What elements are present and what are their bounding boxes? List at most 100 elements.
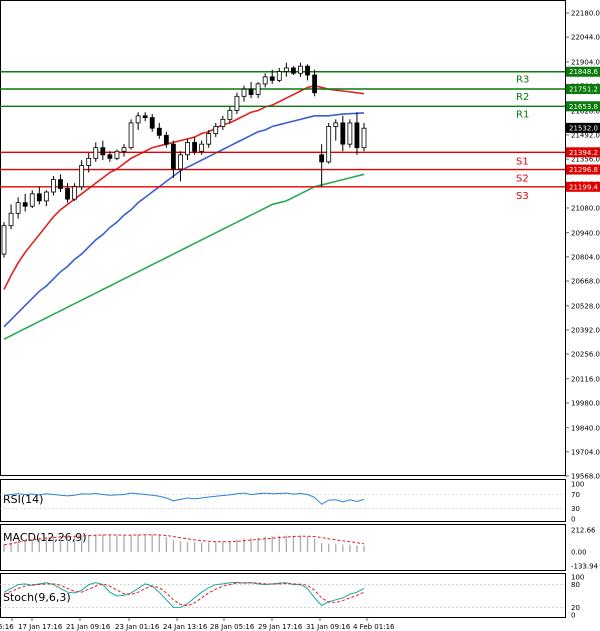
rsi-indicator: RSI(14) 100 70 30 0 (0, 481, 584, 524)
candle-body (283, 67, 289, 72)
candle-body (142, 115, 148, 118)
candle-body (319, 154, 325, 163)
x-axis: 5:16 17 Jan 17:16 21 Jan 09:16 23 Jan 01:16… (0, 617, 395, 631)
candle (100, 140, 106, 161)
candle (241, 85, 247, 102)
last-price-label: 21532.0 (569, 124, 598, 132)
candle (93, 142, 99, 162)
candle (178, 151, 183, 182)
candle-body (171, 143, 176, 170)
level-price-tag (566, 101, 600, 112)
candle (255, 82, 261, 99)
candle-body (8, 212, 14, 227)
candle (340, 115, 346, 152)
macd-pane (0, 524, 566, 571)
candle (333, 119, 339, 141)
level-name-r1: R1 (516, 109, 529, 120)
x-tick-label: 5:16 (0, 623, 14, 631)
level-price-tag (566, 164, 600, 175)
y-tick-label: 21080.0 (571, 204, 600, 212)
y-tick-label: 20804.0 (571, 253, 600, 261)
candle (135, 112, 141, 130)
level-price-label: 21296.8 (569, 166, 598, 174)
last-price-marker: 21532.0 (566, 122, 600, 133)
candle-body (206, 133, 212, 145)
candle-body (135, 115, 141, 124)
candle-body (22, 202, 28, 207)
candle (15, 197, 21, 219)
level-name-s3: S3 (516, 191, 529, 202)
level-price-label: 21199.4 (569, 183, 598, 191)
candle-body (291, 67, 296, 74)
candle-body (29, 193, 35, 207)
candle (171, 140, 176, 178)
indicator-tick-label: -133.94 (571, 563, 599, 571)
candle-body (262, 76, 268, 85)
y-tick-label: 19840.0 (571, 424, 600, 432)
candle (283, 62, 289, 77)
candle (29, 190, 35, 208)
y-tick-label: 20940.0 (571, 229, 600, 237)
candle-body (72, 186, 77, 200)
candle-body (1, 225, 7, 255)
main-pane (0, 0, 566, 476)
level-price-tag (566, 84, 600, 95)
candle-body (93, 147, 99, 159)
candle-body (107, 154, 113, 159)
candle (51, 176, 56, 196)
candle (206, 129, 212, 148)
candle (248, 82, 254, 99)
y-tick-label: 20256.0 (571, 351, 600, 359)
candle-body (121, 147, 127, 152)
candle-body (163, 134, 169, 145)
stoch-label: Stoch(9,6,3) (3, 591, 71, 604)
indicator-tick-label: 20 (571, 604, 580, 612)
x-tick-label: 24 Jan 13:16 (163, 623, 208, 631)
candle-body (255, 83, 261, 95)
candle (43, 190, 49, 207)
macd-indicator: MACD(12,26,9) 212.660.00-133.94 (3, 527, 599, 571)
candle-body (178, 154, 183, 170)
candle (319, 144, 325, 187)
candle-body (199, 143, 205, 152)
y-tick-label: 22180.0 (571, 10, 600, 18)
candle-body (36, 193, 42, 202)
candle-body (248, 88, 254, 95)
indicator-tick-label: 70 (571, 491, 580, 499)
candle-body (51, 179, 56, 193)
y-tick-label: 20668.0 (571, 278, 600, 286)
candle (163, 131, 169, 148)
stoch-k-line (3, 581, 365, 608)
y-tick-label: 20392.0 (571, 326, 600, 334)
candle (192, 137, 197, 155)
candle-body (347, 122, 353, 145)
x-tick-label: 4 Feb 01:16 (353, 623, 395, 631)
x-tick-label: 21 Jan 09:16 (66, 623, 111, 631)
indicator-tick-label: 80 (571, 581, 580, 589)
y-tick-label: 20116.0 (571, 375, 600, 383)
candle (156, 122, 162, 139)
candle (22, 193, 28, 212)
indicator-tick-label: 212.66 (571, 527, 596, 535)
indicator-tick-label: 0.00 (571, 549, 587, 557)
y-tick-label: 21904.0 (571, 58, 600, 66)
candle-body (241, 88, 247, 97)
candle-body (361, 127, 367, 149)
candle (79, 160, 85, 191)
candle-body (298, 65, 303, 74)
x-tick-label: 29 Jan 17:16 (258, 623, 303, 631)
candle (185, 138, 190, 161)
candle (276, 67, 282, 83)
candle-body (234, 95, 240, 111)
indicator-tick-label: 0 (571, 516, 575, 524)
candle (107, 151, 113, 162)
y-tick-label: 21628.0 (571, 107, 600, 115)
candle-body (15, 202, 21, 214)
candle-body (156, 127, 162, 136)
candle-body (192, 141, 197, 152)
candle (354, 112, 360, 155)
candle-body (326, 126, 332, 163)
candle (58, 174, 63, 193)
candle (199, 140, 205, 155)
